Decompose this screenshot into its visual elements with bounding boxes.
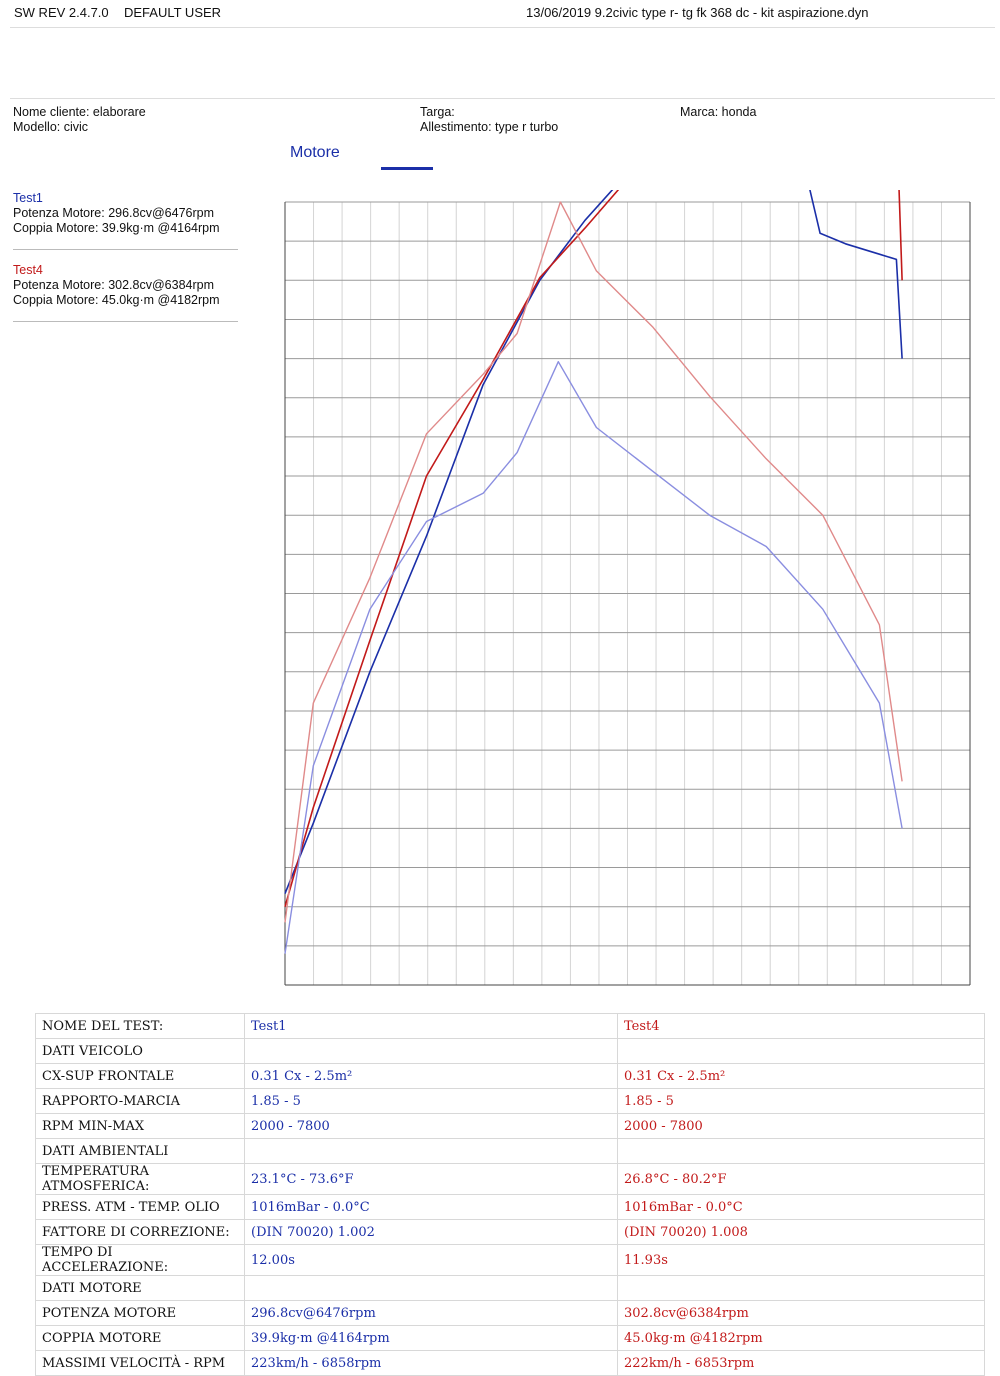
row-label: MASSIMI VELOCITÀ - RPM [35, 1350, 245, 1376]
row-test4-value: 1016mBar - 0.0°C [617, 1194, 985, 1220]
row-label: FATTORE DI CORREZIONE: [35, 1219, 245, 1245]
row-test1-value: 12.00s [244, 1244, 618, 1276]
row-label: TEMPERATURA ATMOSFERICA: [35, 1163, 245, 1195]
table-row: CX-SUP FRONTALE 0.31 Cx - 2.5m² 0.31 Cx - … [35, 1063, 985, 1089]
row-test4-value: 302.8cv@6384rpm [617, 1300, 985, 1326]
table-row: TEMPERATURA ATMOSFERICA: 23.1°C - 73.6°F 2… [35, 1163, 985, 1195]
targa-label: Targa: [420, 105, 455, 119]
row-test1-value: 23.1°C - 73.6°F [244, 1163, 618, 1195]
legend-test1-coppia: Coppia Motore: 39.9kg·m @4164rpm [13, 221, 220, 235]
modello-label: Modello: civic [13, 120, 89, 134]
header-divider [10, 27, 995, 28]
row-test4-value: 1.85 - 5 [617, 1088, 985, 1114]
specs-table: NOME DEL TEST: Test1 Test4 DATI VEICOLO C… [35, 1013, 985, 1376]
row-label: RPM MIN-MAX [35, 1113, 245, 1139]
legend-separator-1 [13, 249, 238, 250]
allestimento-label: Allestimento: type r turbo [420, 120, 559, 134]
legend-test1-name: Test1 [13, 191, 43, 205]
row-test1-value: 39.9kg·m @4164rpm [244, 1325, 618, 1351]
table-row: MASSIMI VELOCITÀ - RPM 223km/h - 6858rpm 2… [35, 1350, 985, 1376]
row-test1-value: 1016mBar - 0.0°C [244, 1194, 618, 1220]
row-test4-value: 0.31 Cx - 2.5m² [617, 1063, 985, 1089]
table-header-test1: Test1 [244, 1013, 618, 1039]
software-version: SW REV 2.4.7.0 [14, 5, 109, 20]
row-test4-value: 222km/h - 6853rpm [617, 1350, 985, 1376]
row-test4-value [617, 1138, 985, 1164]
legend-separator-2 [13, 321, 238, 322]
row-label: RAPPORTO-MARCIA [35, 1088, 245, 1114]
row-test4-value: 45.0kg·m @4182rpm [617, 1325, 985, 1351]
tab-motore[interactable]: Motore [290, 144, 340, 161]
row-test4-value [617, 1038, 985, 1064]
marca-label: Marca: honda [680, 105, 757, 119]
row-test4-value: 2000 - 7800 [617, 1113, 985, 1139]
row-test4-value: (DIN 70020) 1.008 [617, 1219, 985, 1245]
row-label: CX-SUP FRONTALE [35, 1063, 245, 1089]
row-test1-value: 223km/h - 6858rpm [244, 1350, 618, 1376]
table-row: TEMPO DI ACCELERAZIONE: 12.00s 11.93s [35, 1244, 985, 1276]
series-line-test4-torque [284, 201, 903, 923]
row-label: PRESS. ATM - TEMP. OLIO [35, 1194, 245, 1220]
row-test1-value: (DIN 70020) 1.002 [244, 1219, 618, 1245]
row-label: COPPIA MOTORE [35, 1325, 245, 1351]
table-row: DATI MOTORE [35, 1275, 985, 1301]
row-label: DATI AMBIENTALI [35, 1138, 245, 1164]
row-test1-value: 0.31 Cx - 2.5m² [244, 1063, 618, 1089]
user-name: DEFAULT USER [124, 5, 222, 20]
row-test1-value [244, 1275, 618, 1301]
table-row: FATTORE DI CORREZIONE: (DIN 70020) 1.002(… [35, 1219, 985, 1245]
cliente-label: Nome cliente: elaborare [13, 105, 146, 119]
table-row: COPPIA MOTORE 39.9kg·m @4164rpm 45.0kg·m @… [35, 1325, 985, 1351]
legend-test4-potenza: Potenza Motore: 302.8cv@6384rpm [13, 278, 214, 292]
row-test1-value: 1.85 - 5 [244, 1088, 618, 1114]
row-test4-value: 11.93s [617, 1244, 985, 1276]
row-test1-value [244, 1038, 618, 1064]
table-header-test4: Test4 [617, 1013, 985, 1039]
row-test4-value [617, 1275, 985, 1301]
row-test4-value: 26.8°C - 80.2°F [617, 1163, 985, 1195]
legend-test4-name: Test4 [13, 263, 43, 277]
row-test1-value [244, 1138, 618, 1164]
table-header-label: NOME DEL TEST: [35, 1013, 245, 1039]
row-label: TEMPO DI ACCELERAZIONE: [35, 1244, 245, 1276]
row-label: DATI MOTORE [35, 1275, 245, 1301]
series-line-test1-power [284, 190, 903, 894]
series-line-test4-power [284, 190, 903, 907]
table-row: RAPPORTO-MARCIA 1.85 - 5 1.85 - 5 [35, 1088, 985, 1114]
legend-test4-coppia: Coppia Motore: 45.0kg·m @4182rpm [13, 293, 220, 307]
tab-underline [381, 167, 433, 170]
series-line-test1-torque [284, 361, 903, 954]
info-divider [10, 98, 995, 99]
legend-test1-potenza: Potenza Motore: 296.8cv@6476rpm [13, 206, 214, 220]
table-row: DATI VEICOLO [35, 1038, 985, 1064]
file-name: 13/06/2019 9.2civic type r- tg fk 368 dc… [526, 5, 869, 20]
table-header-row: NOME DEL TEST: Test1 Test4 [35, 1013, 985, 1039]
row-test1-value: 2000 - 7800 [244, 1113, 618, 1139]
row-test1-value: 296.8cv@6476rpm [244, 1300, 618, 1326]
table-row: DATI AMBIENTALI [35, 1138, 985, 1164]
row-label: POTENZA MOTORE [35, 1300, 245, 1326]
table-row: PRESS. ATM - TEMP. OLIO 1016mBar - 0.0°C 1… [35, 1194, 985, 1220]
dyno-chart [284, 190, 971, 986]
table-row: RPM MIN-MAX 2000 - 7800 2000 - 7800 [35, 1113, 985, 1139]
table-row: POTENZA MOTORE 296.8cv@6476rpm 302.8cv@638… [35, 1300, 985, 1326]
row-label: DATI VEICOLO [35, 1038, 245, 1064]
